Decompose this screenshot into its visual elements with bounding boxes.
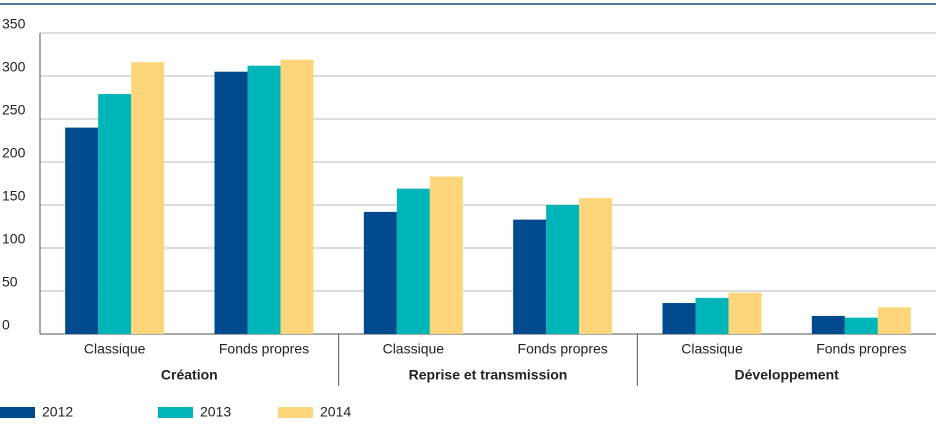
bar <box>396 188 430 334</box>
y-tick-label: 0 <box>2 317 10 333</box>
group-label: Création <box>161 367 218 383</box>
legend-label: 2012 <box>42 404 73 420</box>
y-tick-label: 150 <box>2 188 26 204</box>
legend-swatch <box>278 407 313 418</box>
bar <box>695 297 729 334</box>
y-tick-label: 300 <box>2 59 26 75</box>
y-tick-label: 200 <box>2 145 26 161</box>
y-tick-label: 250 <box>2 102 26 118</box>
y-tick-label: 350 <box>2 16 26 32</box>
bar <box>877 307 911 334</box>
legend-swatch <box>0 407 35 418</box>
x-tick-label: Classique <box>84 341 146 357</box>
group-label: Développement <box>735 367 840 383</box>
bar <box>728 292 762 334</box>
bar <box>280 59 314 334</box>
bar <box>662 303 696 334</box>
x-tick-label: Fonds propres <box>518 341 608 357</box>
legend-label: 2013 <box>200 404 231 420</box>
x-tick-label: Fonds propres <box>816 341 906 357</box>
bar <box>513 219 547 334</box>
bar <box>546 205 580 334</box>
bar <box>811 315 845 334</box>
legend-swatch <box>158 407 193 418</box>
x-tick-label: Classique <box>383 341 445 357</box>
x-tick-label: Classique <box>681 341 743 357</box>
bar <box>247 65 281 335</box>
bar <box>65 127 99 334</box>
bar <box>98 94 132 334</box>
x-tick-label: Fonds propres <box>219 341 309 357</box>
y-tick-label: 100 <box>2 231 26 247</box>
legend-label: 2014 <box>320 404 351 420</box>
bar <box>579 198 613 334</box>
bar <box>363 211 397 334</box>
bar <box>429 176 463 334</box>
bar <box>214 71 248 334</box>
y-tick-label: 50 <box>2 274 18 290</box>
bar <box>844 317 878 334</box>
group-label: Reprise et transmission <box>409 367 568 383</box>
bar <box>131 62 165 335</box>
